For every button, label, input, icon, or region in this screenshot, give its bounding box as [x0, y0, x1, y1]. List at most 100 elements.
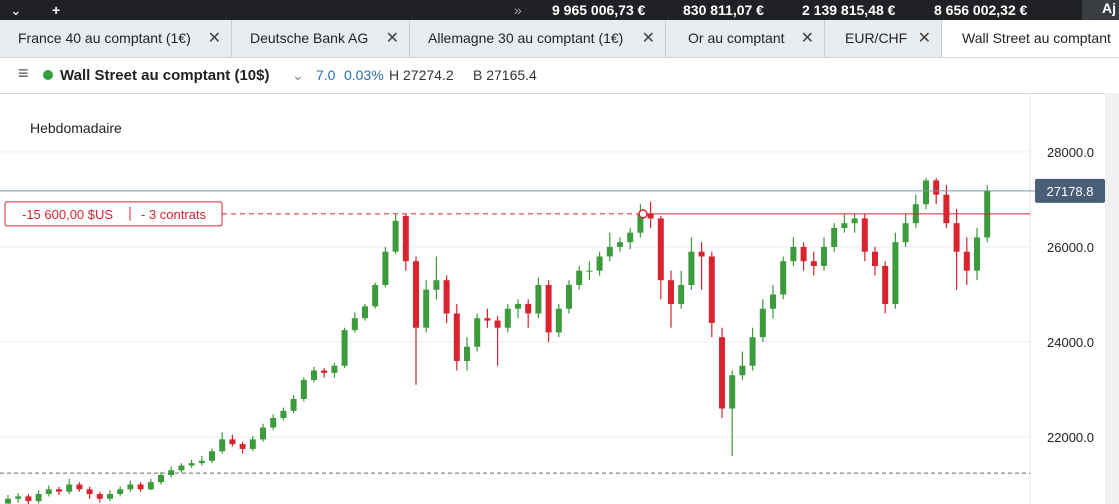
candle-body — [525, 303, 532, 314]
position-label[interactable]: -15 600,00 $US - 3 contrats — [4, 201, 223, 227]
candle-body — [96, 494, 103, 499]
candle-body — [127, 484, 134, 490]
instrument-bar: ≡ Wall Street au comptant (10$) ⌄ 7.0 0.… — [0, 57, 1119, 94]
tab[interactable]: EUR/CHF ✕ — [825, 20, 942, 57]
candle-body — [494, 320, 501, 328]
candle-body — [423, 289, 430, 328]
candle-body — [117, 489, 124, 495]
close-icon[interactable]: ✕ — [385, 30, 399, 47]
candle-body — [249, 439, 256, 449]
menu-icon[interactable]: ≡ — [18, 63, 29, 83]
button[interactable]: Aj — [1082, 0, 1119, 20]
tab-label: France 40 au comptant (1€) — [18, 30, 191, 46]
candle-body — [637, 213, 644, 233]
candle-body — [698, 251, 705, 257]
close-icon[interactable]: ✕ — [917, 30, 931, 47]
tab-label: Deutsche Bank AG — [250, 30, 369, 46]
account-value: 9 965 006,73 € — [552, 2, 646, 18]
candle-body — [229, 439, 236, 445]
candle-body — [504, 308, 511, 328]
close-icon[interactable]: ✕ — [800, 30, 814, 47]
position-pnl: -15 600,00 $US — [22, 207, 113, 222]
candle-body — [464, 346, 470, 361]
candle-body — [606, 246, 613, 257]
candle-body — [678, 284, 685, 304]
tab-label: Wall Street au comptant — [962, 30, 1111, 46]
add-icon[interactable]: + — [52, 2, 61, 18]
chart: Hebdomadaire 22000.0 24000.0 26000.0 28000.… — [0, 93, 1119, 504]
candle-body — [76, 484, 83, 490]
account-value: 8 656 002,32 € — [934, 2, 1028, 18]
dropdown-icon[interactable]: ⌄ — [292, 67, 304, 83]
candle-body — [362, 306, 368, 319]
candle-body — [851, 218, 858, 224]
close-icon[interactable]: ✕ — [641, 30, 655, 47]
close-icon[interactable]: ✕ — [207, 30, 221, 47]
top-bar: ⌄ + » 9 965 006,73 € 830 811,07 € 2 139 … — [0, 0, 1119, 20]
candle-body — [413, 261, 419, 328]
candle-body — [321, 370, 328, 373]
y-tick-label: 26000.0 — [1047, 240, 1094, 255]
candle-body — [290, 398, 297, 411]
candle-body — [831, 227, 838, 247]
candle-body — [576, 270, 583, 285]
candle-body — [5, 498, 11, 504]
position-marker — [638, 209, 648, 219]
tab[interactable]: Allemagne 30 au comptant (1€) ✕ — [410, 20, 666, 57]
last-price-box — [1035, 178, 1105, 203]
candle-body — [107, 494, 113, 499]
candle-body — [392, 220, 399, 252]
candle-body — [260, 427, 266, 440]
candle-body — [474, 318, 481, 347]
candle-body — [657, 218, 664, 281]
candle-body — [382, 251, 389, 285]
candle-body — [280, 410, 287, 418]
tab[interactable]: France 40 au comptant (1€) ✕ — [0, 20, 232, 57]
high: H 27274.2 — [389, 67, 454, 83]
candle-body — [974, 237, 980, 271]
tab[interactable]: Deutsche Bank AG ✕ — [232, 20, 410, 57]
candle-body — [882, 265, 889, 304]
candle-body — [56, 489, 62, 492]
more-icon[interactable]: » — [514, 2, 522, 18]
candle-body — [902, 223, 909, 243]
account-value: 2 139 815,48 € — [802, 2, 896, 18]
y-tick-label: 22000.0 — [1047, 430, 1094, 445]
y-tick-label: 24000.0 — [1047, 335, 1094, 350]
account-value: 830 811,07 € — [683, 2, 764, 18]
candle-body — [402, 216, 409, 262]
scrollbar[interactable] — [1105, 93, 1119, 504]
candle-body — [892, 242, 899, 304]
tab-label: Allemagne 30 au comptant (1€) — [428, 30, 624, 46]
candle-body — [168, 470, 175, 476]
candle-body — [341, 330, 348, 366]
candle-body — [841, 223, 848, 228]
candle-body — [331, 365, 338, 373]
candle-body — [821, 246, 827, 266]
candle-body — [943, 194, 950, 224]
timeframe-label: Hebdomadaire — [30, 120, 122, 136]
candle-body — [484, 318, 491, 321]
candle-body — [933, 180, 940, 195]
change: 7.0 — [316, 67, 336, 83]
candle-body — [596, 256, 603, 271]
tab[interactable]: Or au comptant ✕ — [666, 20, 825, 57]
candle-body — [953, 223, 960, 252]
tab-label: Or au comptant — [688, 30, 785, 46]
candle-body — [555, 308, 562, 333]
tab[interactable]: Wall Street au comptant — [942, 20, 1119, 57]
candle-body — [688, 251, 695, 285]
candle-body — [198, 460, 205, 464]
candle-body — [749, 337, 756, 366]
candle-body — [372, 284, 379, 307]
candle-body — [515, 303, 521, 309]
candle-body — [729, 375, 736, 409]
candle-body — [566, 284, 572, 309]
candle-body — [209, 451, 215, 461]
candle-body — [627, 232, 634, 243]
collapse-icon[interactable]: ⌄ — [10, 2, 22, 18]
instrument-name: Wall Street au comptant (10$) — [60, 67, 270, 84]
candle-body — [433, 280, 440, 290]
y-tick-label: 28000.0 — [1047, 145, 1094, 160]
